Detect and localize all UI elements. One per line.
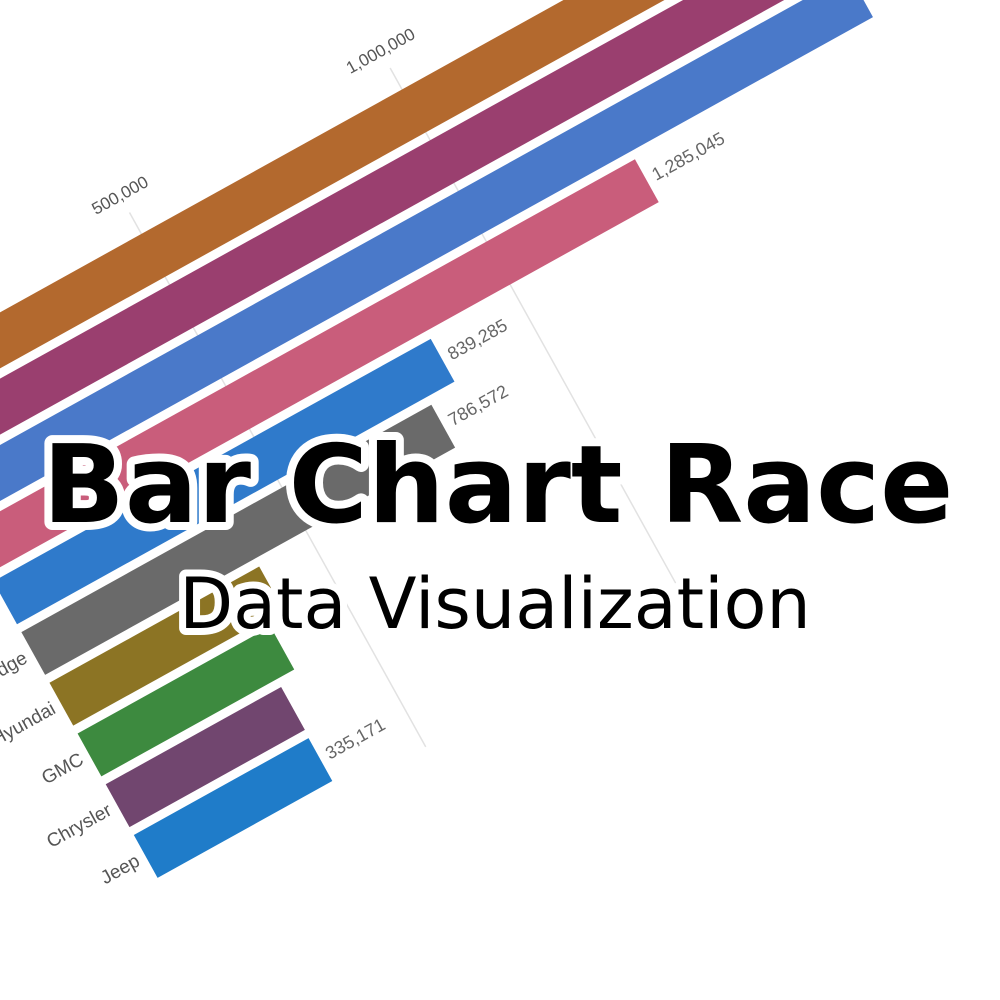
category-label: Chrysler (43, 800, 116, 853)
category-label: Jeep (97, 851, 143, 889)
bar (133, 738, 333, 878)
bar (0, 338, 455, 625)
bar (0, 0, 921, 422)
bar (21, 404, 456, 675)
x-tick-label: 1,000,000 (343, 24, 418, 77)
value-label: 1,285,045 (648, 128, 728, 184)
chart-title: Bar Chart Race (43, 423, 954, 548)
category-label: Hyundai (0, 698, 59, 750)
bar (77, 626, 295, 777)
bar (105, 687, 305, 828)
chart-subtitle: Data Visualization (179, 563, 811, 645)
x-tick-label: 500,000 (89, 172, 152, 218)
value-label: 839,285 (444, 315, 511, 364)
value-label: 335,171 (322, 714, 389, 763)
bar (0, 0, 897, 473)
bar (49, 566, 283, 726)
category-label: GMC (38, 749, 87, 789)
category-label: Dodge (0, 648, 31, 694)
bar (0, 0, 873, 523)
bar (0, 159, 659, 574)
